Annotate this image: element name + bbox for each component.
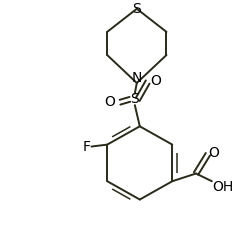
Text: O: O [208,146,219,160]
Text: S: S [133,2,141,16]
Text: O: O [150,74,161,88]
Text: N: N [132,71,142,85]
Text: OH: OH [212,180,233,194]
Text: O: O [105,95,115,109]
Text: F: F [82,140,90,153]
Text: S: S [130,92,139,106]
